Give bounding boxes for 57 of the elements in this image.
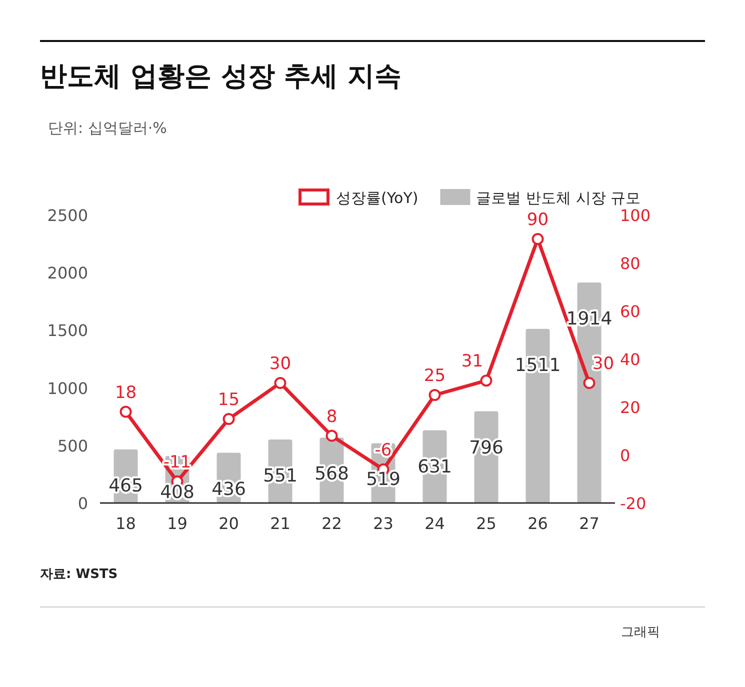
- chart-subtitle: 단위: 십억달러·%: [48, 119, 167, 137]
- data-label: 551: [263, 466, 298, 487]
- data-label: 519: [366, 469, 400, 490]
- data-label: 8: [326, 406, 338, 427]
- x-tick-label: 22: [322, 514, 342, 533]
- data-label: -11: [163, 452, 192, 472]
- point: [428, 389, 441, 401]
- data-label: -6: [374, 440, 392, 460]
- data-label: 568: [314, 464, 349, 485]
- data-label: 1914: [566, 308, 612, 330]
- point: [480, 374, 492, 387]
- data-label: 408: [160, 482, 194, 503]
- data-label: 1511: [514, 354, 561, 376]
- y-tick-label: 1500: [47, 321, 88, 340]
- point: [326, 430, 338, 442]
- y2-tick-label: 80: [620, 254, 640, 273]
- y-tick-label: 2000: [47, 264, 88, 283]
- y2-tick-label: 60: [620, 302, 640, 321]
- point: [222, 413, 235, 425]
- point: [120, 406, 132, 418]
- x-tick-label: 24: [424, 514, 445, 533]
- legend-label: 성장률(YoY): [336, 189, 418, 207]
- y-tick-label: 1000: [47, 378, 88, 398]
- y2-tick-label: 100: [620, 206, 651, 225]
- data-label: 30: [592, 354, 614, 374]
- x-tick-label: 19: [167, 514, 188, 533]
- data-label: 15: [218, 390, 240, 410]
- y2-tick-label: 20: [620, 398, 640, 417]
- chart-title: 반도체 업황은 성장 추세 지속: [40, 61, 402, 92]
- text: 그래픽: [621, 625, 660, 640]
- x-tick-label: 18: [116, 514, 136, 533]
- x-tick-label: 25: [476, 514, 496, 533]
- y-tick-label: 0: [78, 494, 88, 513]
- data-label: 796: [469, 437, 504, 458]
- x-tick-label: 27: [579, 514, 600, 533]
- x-tick-label: 20: [218, 514, 239, 533]
- data-label: 31: [461, 352, 484, 372]
- x-tick-label: 21: [270, 514, 290, 533]
- data-label: 30: [269, 354, 292, 374]
- y-tick-label: 2500: [47, 206, 88, 225]
- point: [274, 377, 286, 389]
- data-label: 25: [424, 366, 446, 386]
- y2-tick-label: 0: [620, 446, 630, 465]
- point: [532, 233, 544, 245]
- data-label: 631: [418, 456, 452, 478]
- legend-label: 글로벌 반도체 시장 규모: [476, 189, 641, 207]
- x-tick-label: 26: [528, 514, 548, 533]
- data-label: 465: [108, 475, 143, 496]
- y2-tick-label: -20: [620, 494, 646, 513]
- data-label: 18: [114, 382, 137, 403]
- point: [583, 377, 596, 389]
- data-label: 90: [526, 210, 549, 230]
- data-label: 436: [212, 478, 246, 500]
- y2-tick-label: 40: [620, 350, 640, 369]
- y-tick-label: 500: [57, 436, 88, 456]
- x-tick-label: 23: [373, 514, 394, 533]
- text: 자료: WSTS: [40, 567, 118, 582]
